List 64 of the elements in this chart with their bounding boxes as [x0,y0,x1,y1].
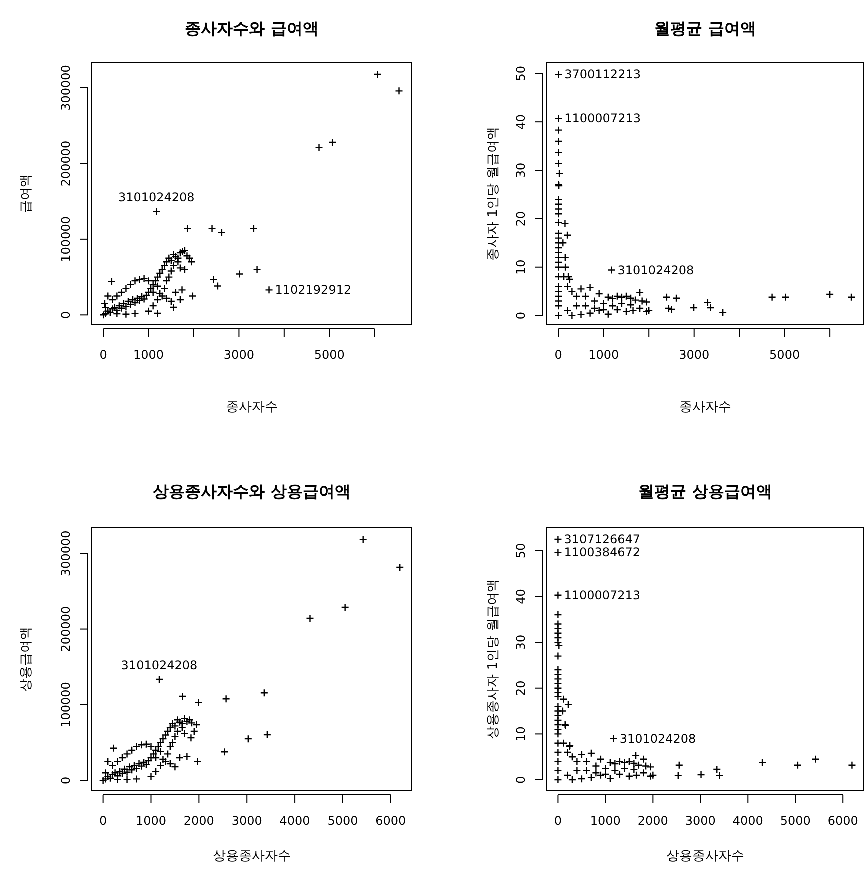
y-tick-label: 50 [514,543,528,559]
x-tick-label: 4000 [280,814,310,828]
x-axis-title: 종사자수 [680,400,732,415]
y-tick-label: 0 [514,312,528,320]
y-tick-label: 0 [59,311,73,319]
annotation: 3101024208 [121,658,198,672]
x-tick-label: 5000 [770,348,800,362]
y-tick-label: 100000 [59,682,73,728]
x-tick-label: 3000 [232,814,262,828]
y-tick-label: 20 [514,680,528,696]
x-axis-title: 종사자수 [226,400,278,415]
y-axis-title: 상용종사자 1인당 월급여액 [486,580,501,740]
y-tick-label: 10 [514,260,528,276]
y-tick-label: 10 [514,726,528,742]
x-axis-title: 상용종사자수 [213,849,291,864]
annotation: 3101024208 [618,263,694,278]
y-tick-label: 30 [514,634,528,650]
annotation: 3101024208 [118,190,195,205]
x-tick-label: 5000 [328,814,358,828]
x-tick-label: 4000 [732,814,764,828]
x-tick-label: 2000 [184,814,214,828]
x-tick-label: 3000 [224,348,254,362]
y-axis-title: 급여액 [19,174,34,214]
y-tick-label: 20 [514,211,528,227]
x-tick-label: 0 [554,348,562,362]
x-tick-label: 5000 [314,348,345,362]
chart-title: 상용종사자수와 상용급여액 [153,482,351,501]
y-tick-label: 200000 [59,140,73,187]
x-axis-title: 상용종사자수 [666,849,744,864]
annotation: 1102192912 [275,283,352,298]
x-tick-label: 1000 [136,814,167,828]
y-tick-label: 0 [59,776,73,785]
x-tick-label: 6000 [828,814,858,828]
x-tick-label: 3000 [679,348,710,362]
y-tick-label: 100000 [59,216,73,262]
y-tick-label: 0 [514,776,528,784]
annotation: 1100007213 [564,112,641,126]
x-tick-label: 0 [100,348,108,362]
annotation: 1100007213 [564,588,641,602]
x-tick-label: 1000 [590,814,621,828]
y-axis-title: 종사자 1인당 월급여액 [486,127,501,261]
y-tick-label: 300000 [59,530,73,576]
y-tick-label: 300000 [59,65,73,111]
x-tick-label: 6000 [376,814,406,828]
x-tick-label: 1000 [588,348,620,362]
y-axis-title: 상용급여액 [19,627,34,692]
y-tick-label: 40 [514,114,528,130]
annotation: 1100384672 [564,546,641,560]
y-tick-label: 30 [514,162,528,178]
x-tick-label: 0 [554,814,562,828]
y-tick-label: 40 [514,589,528,604]
annotation: 3700112213 [564,68,641,82]
chart-title: 월평균 상용급여액 [638,482,772,501]
x-tick-label: 5000 [780,814,811,828]
chart-title: 종사자수와 급여액 [185,19,319,38]
y-tick-label: 50 [514,66,528,82]
x-tick-label: 0 [99,814,108,828]
annotation: 3107126647 [564,532,641,546]
x-tick-label: 1000 [134,348,164,362]
x-tick-label: 3000 [685,814,716,828]
y-tick-label: 200000 [59,606,73,652]
chart-title: 월평균 급여액 [654,19,756,38]
x-tick-label: 2000 [638,814,668,828]
annotation: 3101024208 [620,732,696,746]
